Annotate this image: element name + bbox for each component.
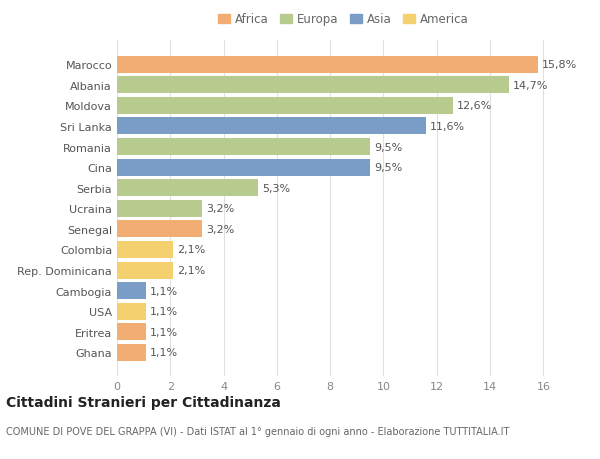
Bar <box>117 77 509 94</box>
Bar <box>117 303 146 320</box>
Bar <box>117 56 538 73</box>
Text: 2,1%: 2,1% <box>177 265 205 275</box>
Text: Cittadini Stranieri per Cittadinanza: Cittadini Stranieri per Cittadinanza <box>6 395 281 409</box>
Text: 1,1%: 1,1% <box>151 307 178 317</box>
Text: 3,2%: 3,2% <box>206 224 235 235</box>
Bar <box>117 118 426 135</box>
Text: 1,1%: 1,1% <box>151 348 178 358</box>
Bar <box>117 159 370 176</box>
Bar <box>117 139 370 156</box>
Bar <box>117 262 173 279</box>
Text: 5,3%: 5,3% <box>262 183 290 193</box>
Text: 1,1%: 1,1% <box>151 286 178 296</box>
Text: 2,1%: 2,1% <box>177 245 205 255</box>
Text: 12,6%: 12,6% <box>457 101 492 111</box>
Bar <box>117 283 146 299</box>
Bar <box>117 180 258 197</box>
Bar <box>117 98 453 114</box>
Text: 9,5%: 9,5% <box>374 142 403 152</box>
Bar <box>117 324 146 341</box>
Text: 9,5%: 9,5% <box>374 163 403 173</box>
Bar <box>117 344 146 361</box>
Bar <box>117 221 202 238</box>
Legend: Africa, Europa, Asia, America: Africa, Europa, Asia, America <box>214 9 473 31</box>
Text: 1,1%: 1,1% <box>151 327 178 337</box>
Bar <box>117 201 202 217</box>
Bar <box>117 241 173 258</box>
Text: 15,8%: 15,8% <box>542 60 577 70</box>
Text: 3,2%: 3,2% <box>206 204 235 214</box>
Text: 14,7%: 14,7% <box>513 80 548 90</box>
Text: 11,6%: 11,6% <box>430 122 465 132</box>
Text: COMUNE DI POVE DEL GRAPPA (VI) - Dati ISTAT al 1° gennaio di ogni anno - Elabora: COMUNE DI POVE DEL GRAPPA (VI) - Dati IS… <box>6 426 509 436</box>
